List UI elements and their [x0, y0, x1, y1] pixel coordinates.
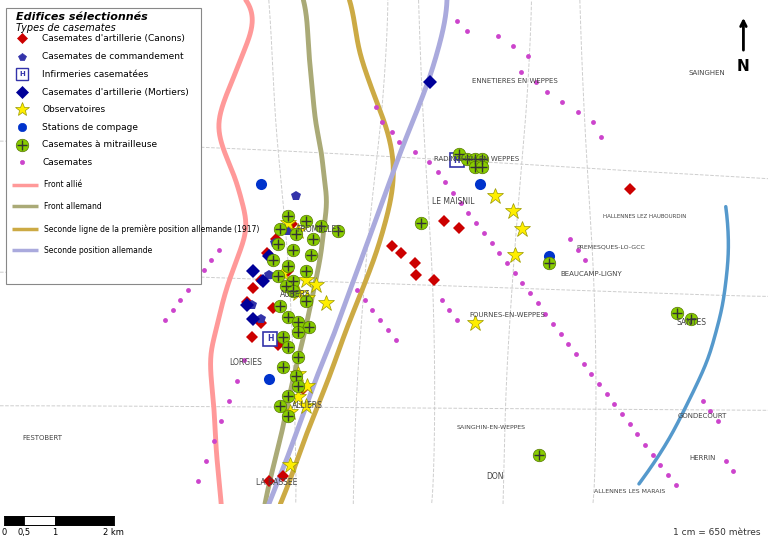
Text: ALLIERS: ALLIERS	[292, 401, 323, 410]
Text: LORGIES: LORGIES	[230, 358, 262, 367]
Text: Casemates d'artillerie (Mortiers): Casemates d'artillerie (Mortiers)	[42, 88, 189, 97]
Text: ENNETIERES EN WEPPES: ENNETIERES EN WEPPES	[472, 78, 558, 83]
Bar	[24, 517, 55, 525]
Text: H: H	[267, 334, 273, 343]
Text: FLEURBAIX: FLEURBAIX	[121, 137, 163, 146]
Text: FESTOBERT: FESTOBERT	[22, 435, 62, 441]
Text: Front allié: Front allié	[44, 180, 82, 189]
Text: 0: 0	[2, 528, 6, 537]
Text: 1: 1	[52, 528, 57, 537]
Text: FOURNES-EN-WEPPES: FOURNES-EN-WEPPES	[469, 312, 545, 318]
Text: Observatoires: Observatoires	[42, 105, 105, 114]
Text: 2 km: 2 km	[103, 528, 124, 537]
Text: BEAUCAMP-LIGNY: BEAUCAMP-LIGNY	[561, 271, 622, 277]
Text: LE MAISNIL: LE MAISNIL	[432, 197, 475, 206]
Text: FROMELLES: FROMELLES	[296, 225, 341, 234]
Text: HALLENNES LEZ HAUBOURDIN: HALLENNES LEZ HAUBOURDIN	[604, 214, 687, 220]
Text: SANTES: SANTES	[676, 318, 707, 327]
Text: RADINGHEM EN WEPPES: RADINGHEM EN WEPPES	[434, 156, 518, 162]
Text: 1 cm = 650 mètres: 1 cm = 650 mètres	[673, 528, 760, 538]
Text: Stations de compage: Stations de compage	[42, 123, 138, 132]
Text: ALLENNES LES MARAIS: ALLENNES LES MARAIS	[594, 489, 665, 494]
Text: Types de casemates: Types de casemates	[16, 23, 116, 33]
Text: SAINGHEN: SAINGHEN	[688, 70, 725, 76]
Text: Seconde position allemande: Seconde position allemande	[44, 246, 152, 255]
Text: H: H	[19, 72, 25, 78]
Text: HERRIN: HERRIN	[690, 455, 716, 461]
Bar	[55, 517, 114, 525]
Bar	[4, 517, 24, 525]
Text: LA BASSEE: LA BASSEE	[256, 479, 297, 487]
Text: Casemates à mitrailleuse: Casemates à mitrailleuse	[42, 140, 157, 150]
Text: Seconde ligne de la première position allemande (1917): Seconde ligne de la première position al…	[44, 224, 260, 234]
Text: GONDECOURT: GONDECOURT	[678, 413, 727, 419]
Text: SAINGHIN-EN-WEPPES: SAINGHIN-EN-WEPPES	[457, 425, 526, 430]
Text: AUBERS: AUBERS	[280, 291, 311, 299]
Text: H: H	[454, 156, 460, 165]
Text: DON: DON	[487, 472, 504, 481]
Text: Casemates: Casemates	[42, 158, 92, 166]
Text: Front allemand: Front allemand	[44, 202, 102, 211]
Text: Infirmeries casematées: Infirmeries casematées	[42, 70, 148, 79]
Text: N: N	[737, 60, 750, 74]
Text: PREMESQUES-LO-GCC: PREMESQUES-LO-GCC	[576, 244, 645, 249]
Text: Casemates de commandement: Casemates de commandement	[42, 52, 184, 61]
Text: Casemates d'artillerie (Canons): Casemates d'artillerie (Canons)	[42, 34, 185, 43]
Text: Edifices sélectionnés: Edifices sélectionnés	[16, 12, 147, 22]
Text: 0,5: 0,5	[18, 528, 31, 537]
FancyBboxPatch shape	[6, 9, 201, 285]
